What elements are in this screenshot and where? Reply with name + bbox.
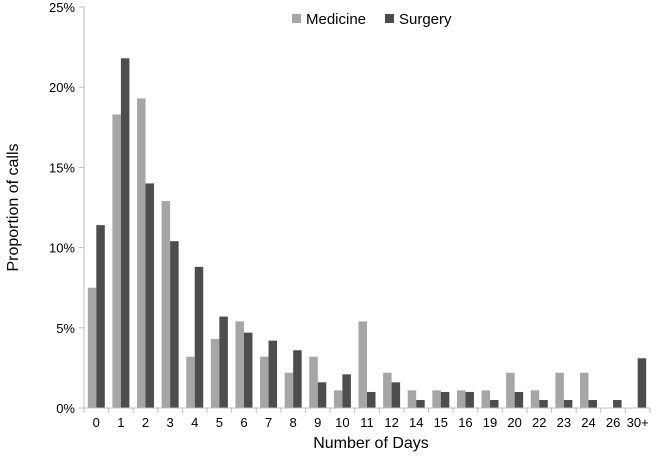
bar-medicine-15 (432, 390, 441, 408)
bar-medicine-2 (137, 98, 146, 408)
legend-swatch-surgery (385, 14, 394, 23)
bar-surgery-16 (465, 391, 474, 408)
bar-medicine-1 (112, 114, 121, 408)
y-tick-label: 0% (56, 401, 75, 416)
bar-surgery-26 (613, 399, 622, 408)
x-tick-label: 11 (360, 415, 374, 430)
y-ticks-group: 0% 5% 10% 15% 20% 25% (49, 0, 84, 416)
bar-medicine-5 (210, 339, 220, 408)
x-tick-label: 1 (117, 415, 124, 430)
bar-surgery-11 (367, 391, 376, 408)
x-tick-label: 15 (434, 415, 448, 430)
bar-medicine-24 (579, 372, 589, 408)
bar-medicine-20 (506, 372, 515, 408)
x-ticks-group: 0 1 2 3 4 5 6 7 8 9 10 11 12 14 15 16 19 20 22 23 24 26 30+ (83, 408, 651, 430)
x-tick-label: 0 (93, 415, 100, 430)
bar-medicine-10 (333, 390, 343, 408)
legend: Medicine Surgery (292, 11, 452, 28)
bar-medicine-6 (235, 321, 244, 408)
y-tick-label: 10% (49, 241, 75, 256)
x-tick-label: 24 (581, 415, 595, 430)
legend-label-medicine: Medicine (306, 11, 366, 28)
bar-surgery-1 (120, 58, 130, 408)
bar-surgery-23 (563, 399, 573, 408)
x-tick-label: 22 (532, 415, 546, 430)
bar-surgery-20 (514, 391, 524, 408)
bar-surgery-24 (588, 399, 597, 408)
y-tick-label: 5% (56, 321, 75, 336)
bar-surgery-5 (219, 316, 228, 408)
bar-medicine-0 (87, 287, 97, 408)
x-tick-label: 19 (483, 415, 497, 430)
x-tick-label: 30+ (627, 415, 649, 430)
bar-medicine-22 (530, 390, 540, 408)
bar-surgery-9 (317, 382, 327, 408)
bar-surgery-19 (490, 399, 499, 408)
x-tick-label: 16 (458, 415, 472, 430)
bar-surgery-2 (145, 183, 155, 408)
x-tick-label: 2 (142, 415, 149, 430)
bar-surgery-10 (342, 374, 351, 408)
bar-surgery-14 (416, 399, 425, 408)
bar-medicine-14 (407, 390, 417, 408)
bar-medicine-8 (284, 372, 294, 408)
bar-medicine-19 (481, 390, 491, 408)
x-tick-label: 9 (314, 415, 321, 430)
bar-surgery-3 (170, 241, 179, 408)
bar-medicine-12 (383, 372, 392, 408)
bar-surgery-4 (194, 266, 204, 408)
bar-medicine-23 (555, 372, 564, 408)
bar-surgery-6 (243, 332, 253, 408)
x-tick-label: 20 (507, 415, 521, 430)
x-axis-title: Number of Days (313, 435, 429, 452)
bars-group (87, 58, 647, 408)
x-tick-label: 6 (240, 415, 247, 430)
x-tick-label: 8 (290, 415, 297, 430)
bar-medicine-3 (161, 201, 171, 408)
x-tick-label: 12 (384, 415, 398, 430)
x-tick-label: 5 (216, 415, 223, 430)
bar-surgery-0 (96, 225, 105, 408)
bar-medicine-11 (358, 321, 367, 408)
bar-surgery-22 (539, 399, 548, 408)
bar-surgery-7 (268, 340, 278, 408)
x-tick-label: 14 (409, 415, 423, 430)
bar-medicine-4 (186, 356, 195, 408)
x-tick-label: 4 (191, 415, 198, 430)
bar-medicine-16 (456, 390, 466, 408)
y-tick-label: 15% (49, 160, 75, 175)
x-tick-label: 7 (265, 415, 272, 430)
legend-label-surgery: Surgery (399, 11, 452, 28)
bar-surgery-30+ (637, 358, 647, 408)
bar-surgery-15 (440, 391, 450, 408)
x-tick-label: 23 (557, 415, 571, 430)
y-tick-label: 25% (49, 0, 75, 15)
y-tick-label: 20% (49, 80, 75, 95)
x-tick-label: 10 (335, 415, 349, 430)
x-tick-label: 26 (606, 415, 620, 430)
bar-medicine-9 (309, 356, 318, 408)
bar-surgery-12 (391, 382, 401, 408)
x-tick-label: 3 (167, 415, 174, 430)
y-axis-title: Proportion of calls (5, 143, 22, 271)
legend-swatch-medicine (292, 14, 301, 23)
bar-surgery-8 (293, 350, 302, 408)
bar-medicine-7 (260, 356, 269, 408)
